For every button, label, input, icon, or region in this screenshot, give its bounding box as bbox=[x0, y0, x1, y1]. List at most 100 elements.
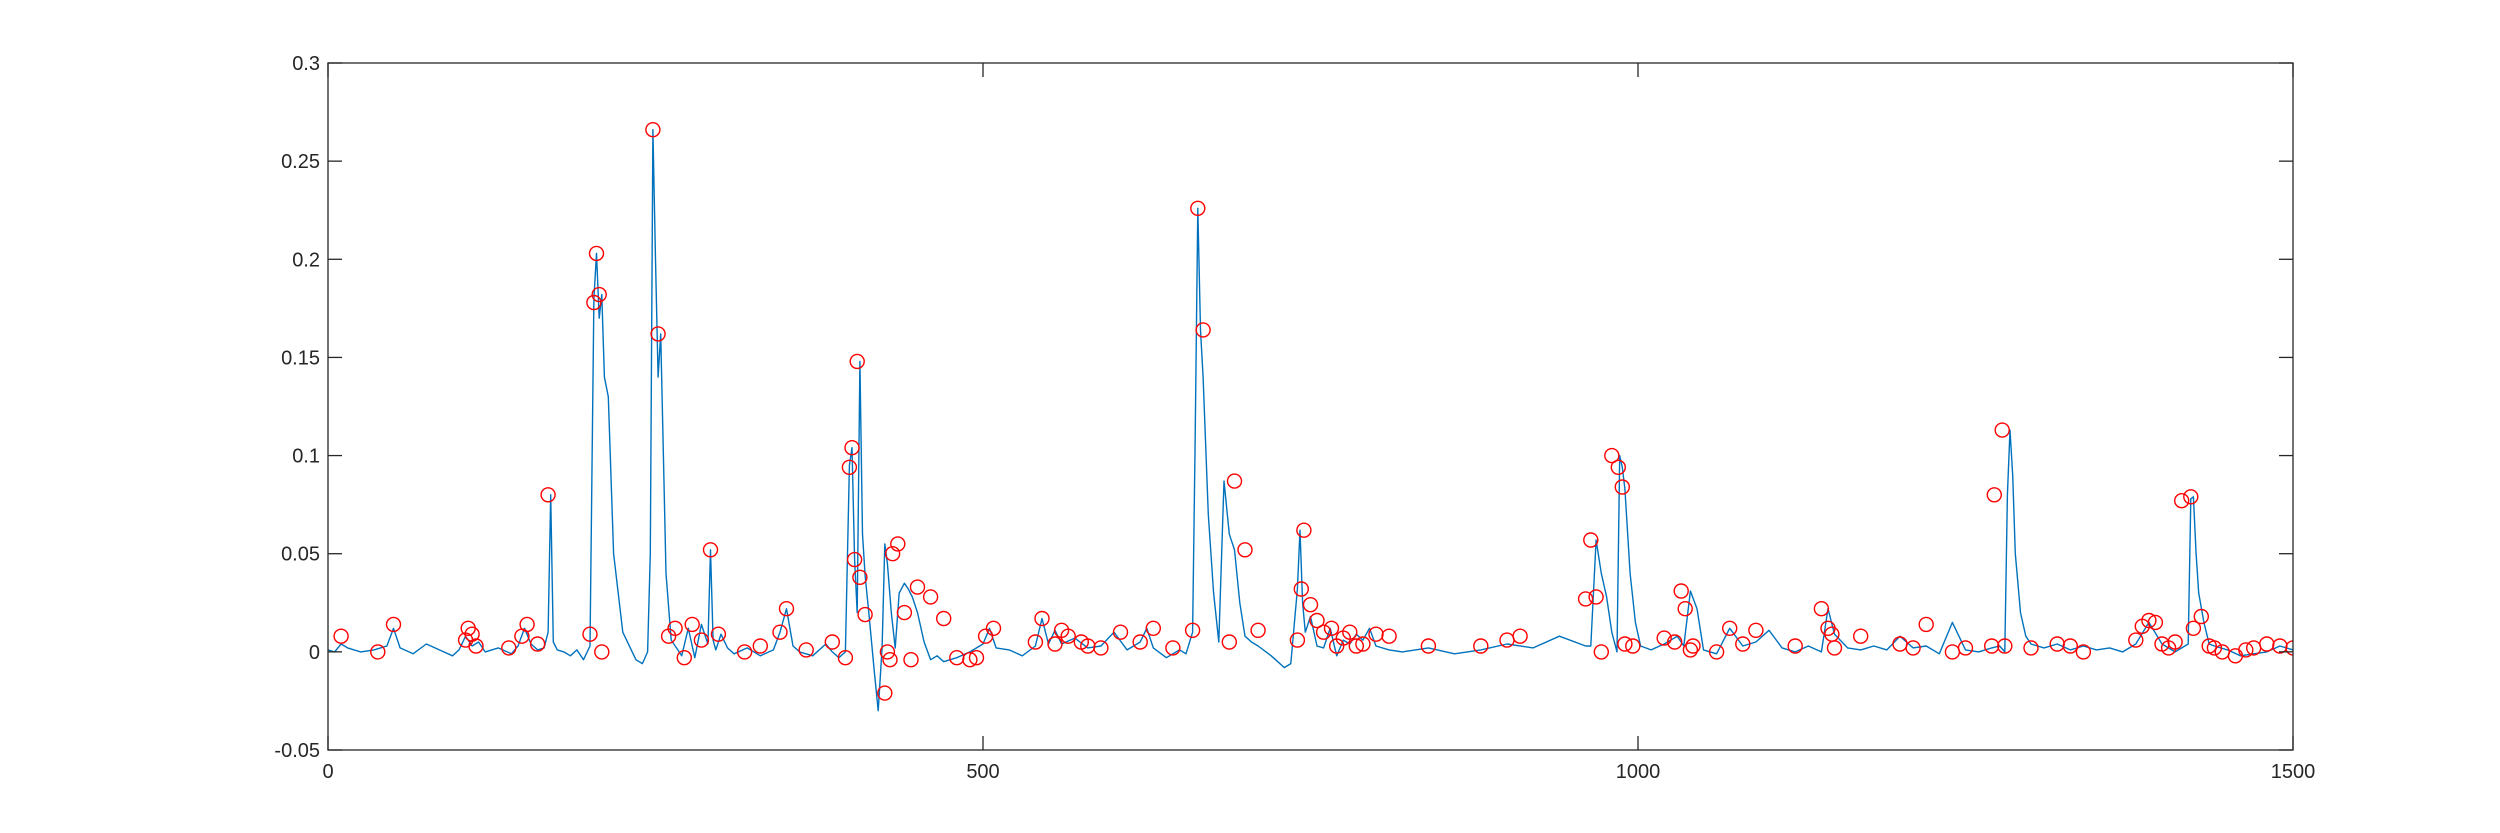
x-tick-label: 1500 bbox=[2271, 761, 2316, 783]
peak-marker bbox=[1027, 634, 1044, 650]
peak-marker bbox=[1685, 638, 1701, 654]
peak-marker bbox=[968, 650, 985, 666]
peak-marker bbox=[1184, 622, 1201, 638]
y-tick-label: 0 bbox=[309, 642, 320, 664]
peak-marker bbox=[1997, 638, 2013, 654]
peak-marker bbox=[1342, 624, 1358, 640]
peak-marker bbox=[909, 579, 926, 595]
peak-marker bbox=[1221, 634, 1238, 650]
y-tick-label: 0.05 bbox=[281, 544, 320, 566]
peak-marker bbox=[2206, 640, 2223, 656]
peak-marker bbox=[1852, 628, 1869, 644]
peak-marker bbox=[2238, 642, 2254, 658]
peak-marker bbox=[540, 487, 556, 503]
peak-marker bbox=[1309, 612, 1325, 629]
peak-marker bbox=[2147, 614, 2164, 631]
peak-marker bbox=[1315, 624, 1332, 640]
peak-marker bbox=[857, 606, 873, 623]
peak-marker bbox=[2285, 640, 2293, 656]
peak-marker bbox=[588, 245, 605, 262]
peak-marker bbox=[2167, 634, 2183, 650]
peak-marker bbox=[2193, 608, 2210, 625]
peak-marker bbox=[1289, 632, 1306, 648]
peak-marker bbox=[2062, 638, 2079, 654]
x-tick-label: 1000 bbox=[1616, 761, 1661, 783]
peak-marker bbox=[1593, 644, 1610, 660]
peak-marker bbox=[1666, 634, 1683, 650]
peak-marker bbox=[936, 610, 952, 627]
peak-marker bbox=[1473, 638, 1489, 654]
peak-marker bbox=[1381, 628, 1397, 644]
peak-marker bbox=[1145, 620, 1162, 636]
peak-marker bbox=[1986, 487, 2003, 503]
peak-marker bbox=[1583, 532, 1599, 548]
peak-marker bbox=[1813, 601, 1830, 617]
peak-marker bbox=[2185, 620, 2202, 636]
peak-marker bbox=[1112, 624, 1129, 640]
peak-marker bbox=[693, 632, 710, 648]
peak-marker bbox=[501, 640, 517, 656]
peak-marker bbox=[884, 546, 901, 562]
peak-marker bbox=[879, 644, 896, 660]
peak-marker bbox=[1420, 638, 1437, 654]
peak-marker bbox=[890, 536, 906, 552]
peak-marker bbox=[1034, 610, 1050, 627]
peak-marker bbox=[1250, 622, 1266, 638]
peak-marker bbox=[333, 628, 349, 644]
peak-marker bbox=[1748, 622, 1764, 638]
peak-marker bbox=[1604, 447, 1620, 464]
peak-marker bbox=[1735, 636, 1751, 652]
y-tick-label: 0.15 bbox=[281, 347, 320, 369]
peak-marker bbox=[837, 650, 854, 666]
peak-marker bbox=[1226, 473, 1243, 489]
peak-marker bbox=[2128, 632, 2144, 648]
peak-marker bbox=[1617, 636, 1633, 652]
peak-marker bbox=[2075, 644, 2092, 660]
peak-marker bbox=[798, 642, 814, 658]
peak-marker bbox=[370, 644, 386, 660]
peak-marker bbox=[778, 601, 795, 617]
peak-marker bbox=[1293, 581, 1310, 597]
peak-marker bbox=[1614, 479, 1631, 495]
peak-marker bbox=[1826, 640, 1843, 656]
peak-marker bbox=[594, 644, 610, 660]
peak-marker bbox=[586, 294, 602, 311]
peak-marker bbox=[667, 620, 683, 636]
plot-area bbox=[328, 121, 2293, 712]
peak-marker bbox=[736, 644, 753, 660]
peak-marker bbox=[645, 121, 661, 138]
peak-marker bbox=[1512, 628, 1528, 644]
peak-marker bbox=[650, 326, 666, 342]
peak-marker bbox=[1905, 640, 1921, 656]
y-tick-label: 0.2 bbox=[292, 249, 320, 271]
peak-marker bbox=[849, 353, 865, 370]
peak-marker bbox=[2173, 493, 2190, 509]
peak-marker bbox=[846, 551, 863, 568]
peak-marker bbox=[1994, 422, 2010, 438]
peak-marker bbox=[1610, 459, 1627, 475]
y-tick-label: -0.05 bbox=[274, 740, 320, 762]
peak-marker bbox=[977, 628, 994, 644]
peak-marker bbox=[1302, 597, 1319, 613]
peak-marker bbox=[877, 685, 893, 701]
peak-marker bbox=[1677, 601, 1693, 617]
peak-marker bbox=[1957, 640, 1974, 656]
peak-marker bbox=[1355, 636, 1371, 652]
peak-marker bbox=[529, 636, 546, 652]
peak-marker bbox=[1093, 640, 1109, 656]
peak-marker bbox=[1787, 638, 1803, 654]
peak-marker bbox=[591, 286, 607, 303]
peak-marker bbox=[2183, 489, 2199, 505]
peak-marker bbox=[882, 652, 898, 668]
peak-marker bbox=[1656, 630, 1672, 646]
peak-marker bbox=[1237, 542, 1253, 558]
peak-marker bbox=[1588, 589, 1604, 605]
peak-marker bbox=[922, 589, 939, 605]
peak-marker bbox=[1682, 642, 1699, 658]
peak-marker bbox=[1047, 636, 1063, 652]
peak-marker bbox=[2023, 640, 2039, 656]
